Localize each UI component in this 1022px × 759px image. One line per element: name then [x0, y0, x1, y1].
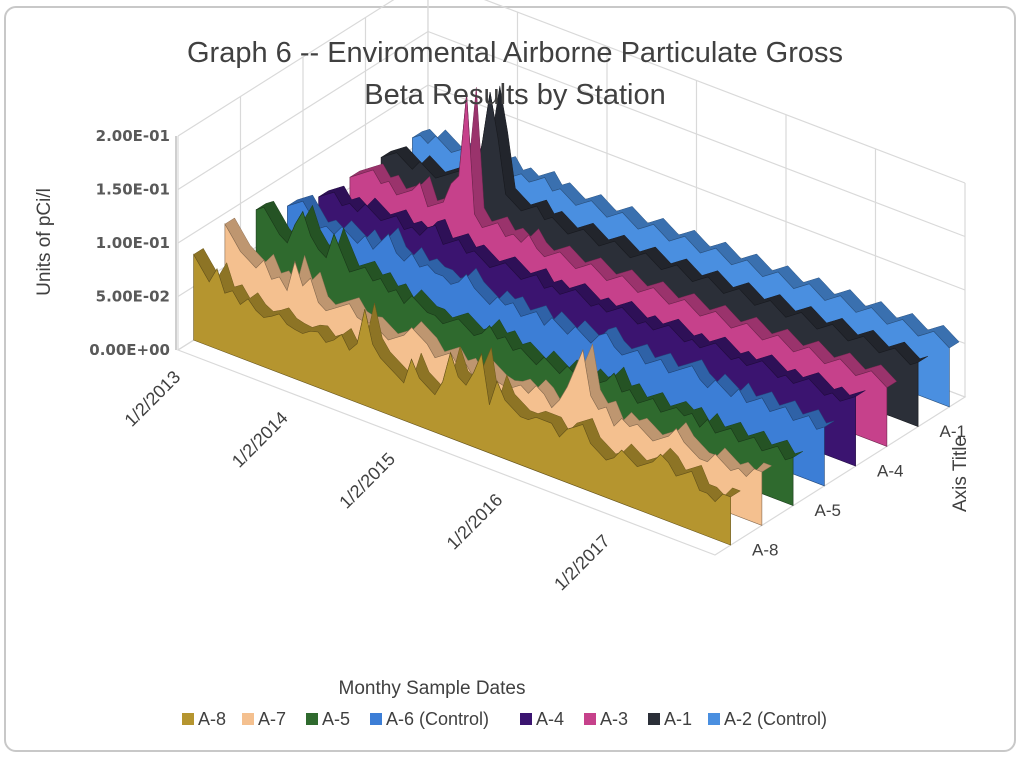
chart-title-line-2: Beta Results by Station — [364, 79, 665, 111]
y-tick-label: 2.00E-01 — [96, 127, 170, 145]
legend-swatch — [708, 713, 720, 725]
chart-title-line-1: Graph 6 -- Enviromental Airborne Particu… — [187, 37, 843, 69]
y-tick-label: 0.00E+00 — [89, 341, 170, 359]
y-axis-label: Units of pCi/l — [34, 188, 55, 296]
depth-axis-label: Axis Title — [950, 436, 971, 512]
legend-label: A-7 — [258, 709, 286, 729]
x-tick-label: 1/2/2017 — [550, 531, 614, 595]
legend-item: A-3 — [584, 709, 628, 729]
x-tick-label: 1/2/2013 — [121, 367, 185, 431]
legend-item: A-6 (Control) — [370, 709, 489, 729]
series-areas — [193, 85, 960, 546]
legend-swatch — [182, 713, 194, 725]
series-a-8 — [193, 248, 741, 546]
legend-label: A-6 (Control) — [386, 709, 489, 729]
depth-tick-label: A-4 — [877, 462, 903, 481]
depth-tick-label: A-5 — [815, 501, 841, 520]
legend-swatch — [370, 713, 382, 725]
y-tick-label: 5.00E-02 — [96, 288, 170, 306]
depth-tick-label: A-1 — [940, 422, 966, 441]
x-axis-label: Monthy Sample Dates — [339, 678, 526, 699]
legend-swatch — [584, 713, 596, 725]
legend-swatch — [648, 713, 660, 725]
legend-item: A-7 — [242, 709, 286, 729]
x-tick-label: 1/2/2016 — [443, 490, 507, 554]
legend-label: A-2 (Control) — [724, 709, 827, 729]
legend-item: A-1 — [648, 709, 692, 729]
series-area-face — [193, 253, 731, 546]
legend: A-8 A-7 A-5 A-6 (Control) A-4 A-3 A-1 A-2 (Cont… — [182, 709, 827, 729]
legend-swatch — [306, 713, 318, 725]
depth-tick-label: A-8 — [752, 541, 778, 560]
legend-item: A-5 — [306, 709, 350, 729]
legend-item: A-2 (Control) — [708, 709, 827, 729]
x-tick-label: 1/2/2014 — [228, 408, 292, 472]
legend-swatch — [520, 713, 532, 725]
legend-label: A-8 — [198, 709, 226, 729]
legend-item: A-8 — [182, 709, 226, 729]
legend-label: A-1 — [664, 709, 692, 729]
legend-label: A-4 — [536, 709, 564, 729]
x-tick-label: 1/2/2015 — [335, 449, 399, 513]
y-tick-label: 1.00E-01 — [96, 234, 170, 252]
legend-label: A-5 — [322, 709, 350, 729]
y-tick-label: 1.50E-01 — [96, 181, 170, 199]
legend-label: A-3 — [600, 709, 628, 729]
legend-item: A-4 — [520, 709, 564, 729]
legend-swatch — [242, 713, 254, 725]
